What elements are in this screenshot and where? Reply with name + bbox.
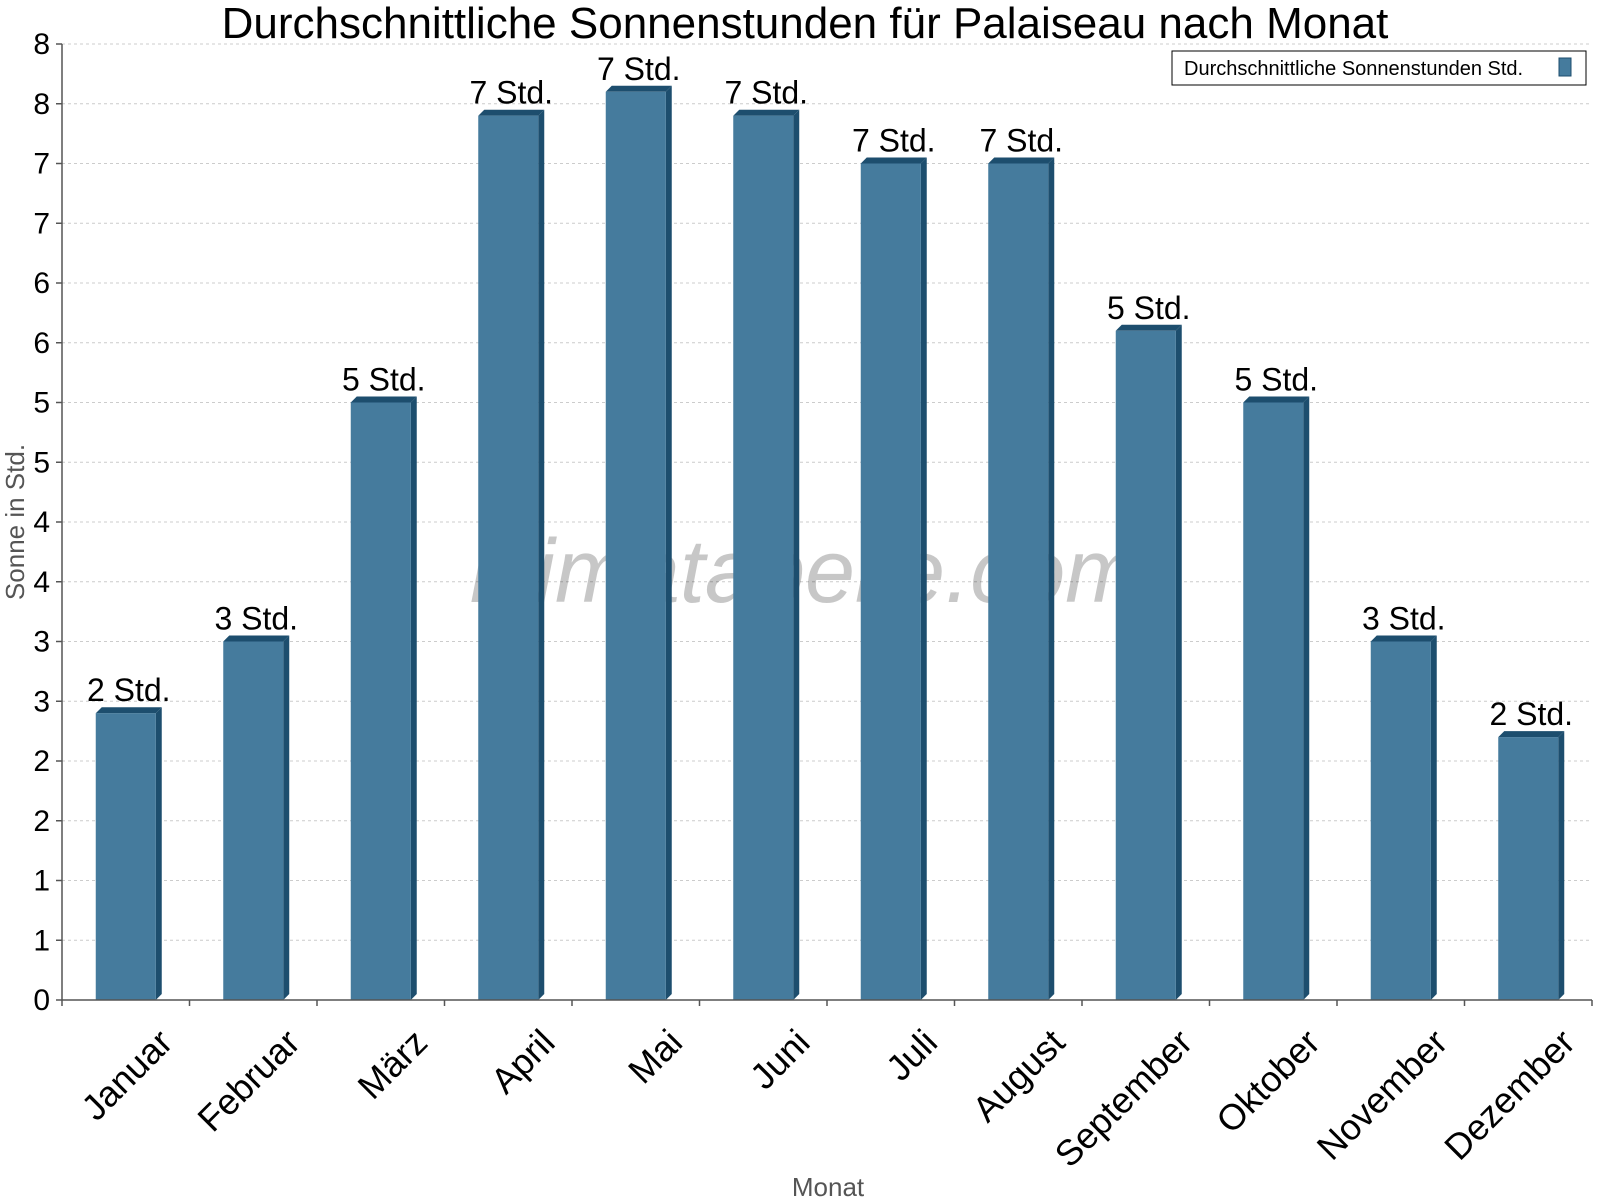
bar-top [223,635,290,642]
bar-side [155,707,162,1000]
data-label: 2 Std. [87,672,171,708]
x-tick-label: April [483,1021,563,1101]
bar [605,91,666,1001]
data-label: 5 Std. [342,362,426,398]
y-tick-label: 7 [33,148,50,181]
bar-top [350,396,417,403]
x-tick-label: Mai [620,1021,690,1091]
x-tick-label: September [1047,1021,1201,1175]
bar-top [605,85,672,92]
bar-side [920,157,927,1000]
y-ticks: 0 1 1 2 2 3 3 4 4 5 5 6 6 7 7 8 8 [33,28,62,1017]
bar-side [793,109,800,1000]
data-label: 7 Std. [979,123,1063,159]
data-label: 2 Std. [1489,696,1573,732]
chart-title: Durchschnittliche Sonnenstunden für Pala… [222,0,1389,48]
legend-swatch [1558,57,1572,77]
x-tick-label: August [964,1021,1072,1129]
y-tick-label: 3 [33,626,50,659]
data-label: 7 Std. [469,75,553,111]
data-label: 3 Std. [214,601,298,637]
bar [223,641,284,1000]
legend-label: Durchschnittliche Sonnenstunden Std. [1184,58,1523,80]
bar-top [1243,396,1310,403]
bar-top [1115,324,1182,331]
bar [1370,641,1431,1000]
y-tick-label: 2 [33,805,50,838]
y-tick-label: 8 [33,28,50,61]
y-axis-title: Sonne in Std. [0,444,30,600]
x-tick-label: Dezember [1436,1021,1582,1167]
legend-box [1171,50,1587,86]
y-tick-label: 1 [33,924,50,957]
y-tick-label: 3 [33,685,50,718]
x-tick-label: Juni [742,1021,818,1097]
data-label: 7 Std. [724,75,808,111]
data-labels: 2 Std. 3 Std. 5 Std. 7 Std. 7 Std. 7 Std. 7 St… [87,51,1573,732]
x-ticks: Januar Februar März April Mai Juni Juli AugustS… [61,1000,1593,1175]
bar [95,713,156,1000]
x-tick-label: Januar [73,1021,180,1128]
grid-lines [62,43,1592,941]
bar-side [410,396,417,1000]
y-tick-label: 4 [33,566,50,599]
y-tick-label: 7 [33,207,50,240]
bar-side [1558,731,1565,1000]
bar-top [733,109,800,116]
y-tick-label: 2 [33,745,50,778]
bar-top [988,157,1055,164]
y-tick-label: 4 [33,506,50,539]
legend: Durchschnittliche Sonnenstunden Std. [1171,50,1587,86]
bar [350,402,411,1000]
bar-side [1048,157,1055,1000]
data-label: 5 Std. [1234,362,1318,398]
bar [1115,330,1176,1000]
data-label: 5 Std. [1107,290,1191,326]
y-tick-label: 5 [33,387,50,420]
x-axis-title: Monat [792,1172,865,1200]
bar [860,163,921,1000]
bar-side [538,109,545,1000]
y-tick-label: 5 [33,446,50,479]
bar [1498,737,1559,1000]
bar-side [1430,635,1437,1000]
data-label: 7 Std. [597,51,681,87]
bar [988,163,1049,1000]
bar-top [478,109,545,116]
bar-top [1370,635,1437,642]
y-tick-label: 1 [33,865,50,898]
x-tick-label: November [1309,1021,1455,1167]
x-tick-label: Juli [878,1021,945,1088]
y-tick-label: 6 [33,327,50,360]
data-label: 3 Std. [1362,601,1446,637]
bar [478,115,539,1000]
bar-top [95,707,162,714]
bar-side [665,85,672,1001]
bar-side [283,635,290,1000]
bar [733,115,794,1000]
x-tick-label: Oktober [1208,1021,1328,1141]
bar-top [1498,731,1565,738]
bar [1243,402,1304,1000]
bar-side [1303,396,1310,1000]
data-label: 7 Std. [852,123,936,159]
x-tick-label: Februar [189,1021,307,1139]
x-tick-label: März [350,1021,436,1107]
y-tick-label: 6 [33,267,50,300]
y-tick-label: 8 [33,88,50,121]
y-tick-label: 0 [33,984,50,1017]
bar-side [1175,324,1182,1000]
bars [95,85,1565,1001]
bar-top [860,157,927,164]
